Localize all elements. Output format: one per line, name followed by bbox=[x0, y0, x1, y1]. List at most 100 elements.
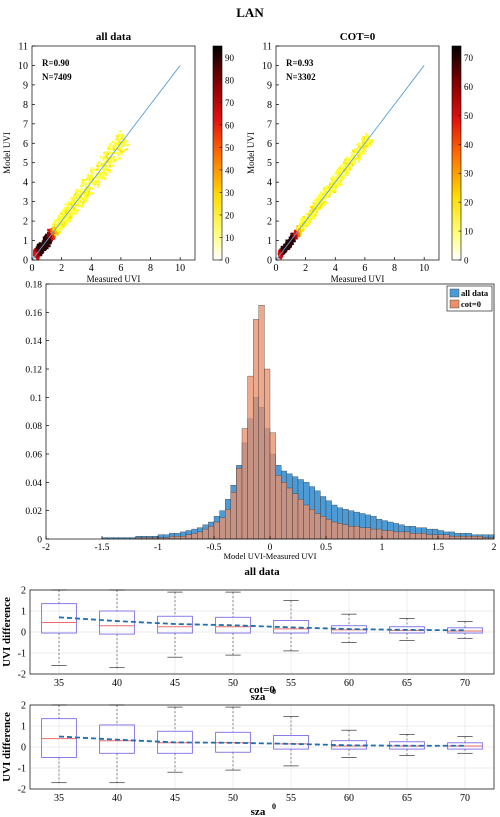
density-cell bbox=[313, 210, 316, 213]
density-cell bbox=[120, 135, 123, 138]
density-cell bbox=[104, 171, 107, 175]
histogram-bar bbox=[393, 531, 399, 540]
colorbar-tick-label: 10 bbox=[225, 233, 235, 243]
density-cell bbox=[39, 253, 42, 256]
x-axis-label: Model UVI-Measured UVI bbox=[223, 551, 316, 561]
y-tick-label: 8 bbox=[23, 100, 28, 111]
density-cell bbox=[285, 243, 288, 246]
density-cell bbox=[370, 138, 374, 142]
density-cell bbox=[365, 132, 368, 136]
density-cell bbox=[58, 219, 61, 222]
density-cell bbox=[41, 247, 45, 250]
density-cell bbox=[314, 209, 317, 212]
density-cell bbox=[113, 152, 116, 155]
density-cell bbox=[103, 162, 106, 165]
density-cell bbox=[343, 162, 346, 165]
density-cell bbox=[305, 212, 308, 215]
histogram-bar bbox=[443, 534, 450, 540]
histogram-bar bbox=[208, 526, 215, 540]
density-cell bbox=[359, 157, 362, 160]
density-cell bbox=[80, 192, 83, 195]
density-cell bbox=[105, 158, 108, 162]
panel-title: COT=0 bbox=[340, 31, 376, 43]
x-tick-label: 10 bbox=[419, 263, 429, 274]
density-cell bbox=[107, 145, 110, 148]
histogram-bar bbox=[219, 517, 226, 540]
density-cell bbox=[81, 201, 85, 205]
density-cell bbox=[78, 190, 81, 193]
density-cell bbox=[86, 195, 89, 199]
y-tick-label: 5 bbox=[23, 158, 28, 169]
density-cell bbox=[101, 171, 104, 175]
density-cell bbox=[79, 204, 82, 207]
density-cell bbox=[354, 156, 357, 159]
density-cell bbox=[52, 237, 56, 240]
density-cell bbox=[90, 187, 94, 190]
histogram-bar bbox=[387, 530, 394, 540]
density-cell bbox=[89, 180, 92, 184]
density-cell bbox=[358, 145, 361, 149]
density-cell bbox=[308, 221, 311, 224]
density-cell bbox=[48, 230, 51, 233]
density-cell bbox=[302, 215, 306, 218]
histogram-bar bbox=[213, 521, 220, 540]
density-cell bbox=[57, 218, 60, 221]
box bbox=[273, 735, 309, 750]
y-tick-label: 8 bbox=[267, 100, 272, 111]
x-tick-label: 65 bbox=[402, 793, 412, 804]
density-cell bbox=[301, 228, 305, 231]
x-tick-label: -1.5 bbox=[94, 543, 109, 553]
density-cell bbox=[89, 187, 92, 190]
density-cell bbox=[361, 144, 364, 147]
density-cell bbox=[114, 142, 118, 145]
y-tick-label: -2 bbox=[18, 670, 26, 681]
density-cell bbox=[355, 150, 358, 153]
density-cell bbox=[37, 251, 40, 254]
density-cell bbox=[332, 180, 336, 183]
density-cell bbox=[305, 221, 308, 224]
y-tick-label: 0 bbox=[267, 256, 272, 267]
density-cell bbox=[36, 248, 40, 251]
density-cell bbox=[353, 161, 356, 165]
density-cell bbox=[75, 188, 78, 192]
histogram-bar bbox=[421, 533, 427, 540]
y-tick-label: 2 bbox=[23, 217, 28, 228]
density-cell bbox=[302, 220, 305, 223]
density-cell bbox=[121, 144, 124, 147]
density-cell bbox=[84, 196, 87, 199]
density-cell bbox=[56, 230, 60, 233]
density-cell bbox=[328, 183, 332, 186]
x-tick-label: 55 bbox=[286, 678, 296, 689]
colorbar-tick-label: 80 bbox=[225, 75, 235, 85]
density-cell bbox=[320, 204, 323, 207]
density-cell bbox=[67, 204, 70, 207]
density-cell bbox=[57, 216, 60, 219]
density-cell bbox=[95, 168, 99, 171]
density-cell bbox=[317, 199, 320, 202]
density-cell bbox=[325, 191, 328, 194]
y-tick-label: 11 bbox=[262, 42, 272, 53]
density-cell bbox=[108, 169, 111, 172]
figure-title: LAN bbox=[236, 5, 264, 20]
y-tick-label: -1 bbox=[18, 764, 26, 775]
density-cell bbox=[109, 164, 112, 167]
density-cell bbox=[94, 180, 97, 183]
density-cell bbox=[121, 141, 124, 144]
panel-title: all data bbox=[96, 31, 132, 43]
density-cell bbox=[317, 197, 320, 200]
density-cell bbox=[54, 230, 57, 233]
density-cell bbox=[336, 175, 339, 178]
x-axis-label-superscript: 0 bbox=[272, 802, 276, 811]
density-cell bbox=[308, 215, 312, 218]
density-cell bbox=[117, 148, 120, 151]
density-cell bbox=[103, 156, 106, 160]
density-cell bbox=[314, 211, 317, 215]
density-cell bbox=[290, 232, 293, 235]
x-tick-label: 4 bbox=[89, 263, 94, 274]
density-cell bbox=[296, 232, 299, 236]
density-cell bbox=[114, 145, 117, 149]
density-cell bbox=[67, 207, 70, 210]
density-cell bbox=[297, 232, 300, 236]
y-tick-label: -2 bbox=[18, 785, 26, 796]
density-cell bbox=[367, 135, 370, 138]
